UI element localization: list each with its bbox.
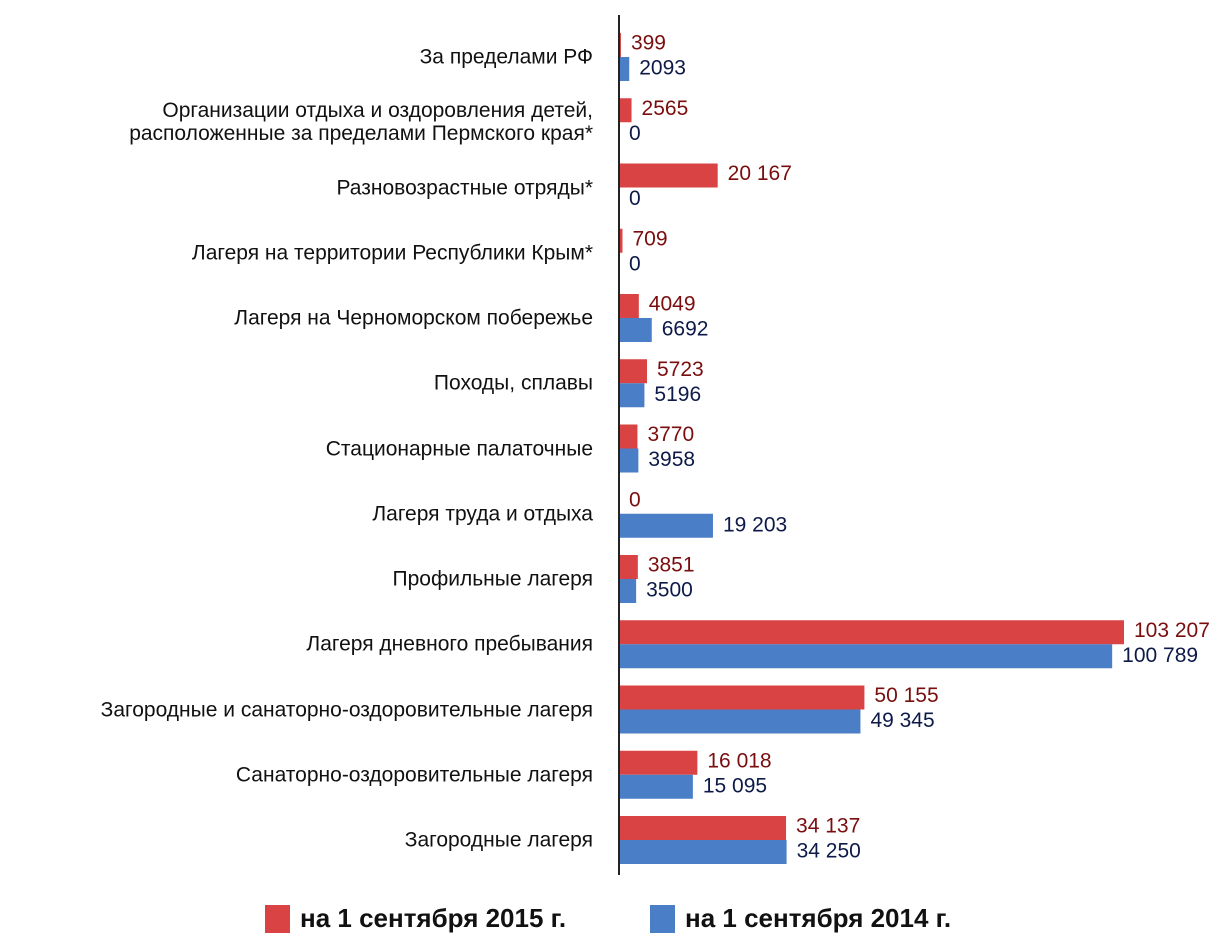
bar xyxy=(619,685,865,710)
bar xyxy=(619,424,638,449)
value-label: 3500 xyxy=(646,579,693,602)
bar xyxy=(619,448,639,473)
bar xyxy=(619,644,1113,669)
value-label: 34 250 xyxy=(797,840,861,863)
value-label: 2093 xyxy=(639,57,686,80)
value-label: 20 167 xyxy=(728,162,792,185)
value-label: 709 xyxy=(632,227,667,250)
bar xyxy=(619,98,632,123)
bar xyxy=(619,620,1124,645)
bar xyxy=(619,383,645,408)
bar xyxy=(619,774,693,799)
legend-swatch xyxy=(265,904,290,933)
legend-item: на 1 сентября 2015 г. xyxy=(265,903,566,934)
category-label: Разновозрастные отряды* xyxy=(336,176,593,199)
value-label: 0 xyxy=(629,122,641,145)
value-label: 399 xyxy=(631,32,666,55)
category-label: Загородные и санаторно-оздоровительные л… xyxy=(100,698,593,721)
value-label: 19 203 xyxy=(723,513,787,536)
bar xyxy=(619,294,639,318)
bar xyxy=(619,555,638,579)
bar xyxy=(619,816,787,840)
legend-label: на 1 сентября 2014 г. xyxy=(685,903,952,933)
value-label: 5196 xyxy=(654,383,701,406)
bar xyxy=(619,359,648,384)
bar xyxy=(619,709,861,734)
value-label: 0 xyxy=(629,252,641,275)
value-label: 5723 xyxy=(657,358,704,381)
value-label: 2565 xyxy=(642,97,689,120)
value-label: 103 207 xyxy=(1134,619,1210,642)
value-label: 3958 xyxy=(648,448,695,471)
bar xyxy=(619,163,718,188)
value-label: 49 345 xyxy=(870,709,934,732)
value-label: 3851 xyxy=(648,554,695,577)
value-label: 16 018 xyxy=(707,749,771,772)
category-label: Стационарные палаточные xyxy=(325,437,593,460)
value-label: 15 095 xyxy=(703,774,767,797)
bar xyxy=(619,513,713,538)
value-label: 0 xyxy=(629,488,641,511)
category-label: Лагеря на территории Республики Крым* xyxy=(191,241,593,265)
value-label: 50 155 xyxy=(874,684,938,707)
bar xyxy=(619,579,637,603)
category-label: Санаторно-оздоровительные лагеря xyxy=(235,763,593,787)
category-label: Лагеря труда и отдыха xyxy=(372,502,593,526)
bar xyxy=(619,57,630,81)
category-label: За пределами РФ xyxy=(419,45,593,69)
bar xyxy=(619,228,623,253)
bar xyxy=(619,750,698,775)
legend-item: на 1 сентября 2014 г. xyxy=(650,903,951,934)
bar xyxy=(619,840,787,864)
legend-label: на 1 сентября 2015 г. xyxy=(300,903,567,933)
value-label: 6692 xyxy=(662,318,709,341)
value-label: 0 xyxy=(629,187,641,210)
category-label: Лагеря дневного пребывания xyxy=(306,632,593,656)
bar xyxy=(619,318,652,342)
category-label: Загородные лагеря xyxy=(404,828,593,852)
value-label: 34 137 xyxy=(796,815,860,838)
category-label: Профильные лагеря xyxy=(392,567,593,591)
value-label: 100 789 xyxy=(1122,644,1198,667)
value-label: 4049 xyxy=(649,293,696,316)
category-label: Лагеря на Черноморском побережье xyxy=(234,306,593,330)
category-label: Организации отдыха и оздоровления детей,… xyxy=(129,99,593,146)
value-label: 3770 xyxy=(647,423,694,446)
legend-swatch xyxy=(650,904,675,933)
category-label: Походы, сплавы xyxy=(433,371,593,395)
